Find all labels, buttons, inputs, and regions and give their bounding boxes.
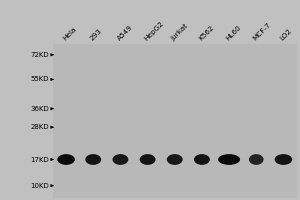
- Text: 17KD: 17KD: [30, 156, 49, 162]
- Text: 293: 293: [89, 28, 103, 42]
- Ellipse shape: [112, 154, 128, 165]
- Text: 10KD: 10KD: [30, 183, 49, 189]
- Text: A549: A549: [116, 24, 134, 42]
- Text: 72KD: 72KD: [30, 52, 49, 58]
- Text: MCF-7: MCF-7: [252, 22, 272, 42]
- Text: 36KD: 36KD: [30, 106, 49, 112]
- Text: Jurkat: Jurkat: [170, 23, 190, 42]
- Ellipse shape: [249, 154, 264, 165]
- Text: LO2: LO2: [279, 28, 293, 42]
- Ellipse shape: [218, 154, 240, 165]
- Text: HL60: HL60: [225, 24, 242, 42]
- Ellipse shape: [85, 154, 101, 165]
- Ellipse shape: [57, 154, 75, 165]
- Text: 28KD: 28KD: [30, 124, 49, 130]
- Text: Hela: Hela: [62, 26, 78, 42]
- Ellipse shape: [274, 154, 292, 165]
- Ellipse shape: [140, 154, 155, 165]
- Text: 55KD: 55KD: [30, 76, 49, 82]
- Ellipse shape: [167, 154, 183, 165]
- Text: HepG2: HepG2: [143, 20, 165, 42]
- Text: K562: K562: [198, 25, 215, 42]
- Ellipse shape: [194, 154, 210, 165]
